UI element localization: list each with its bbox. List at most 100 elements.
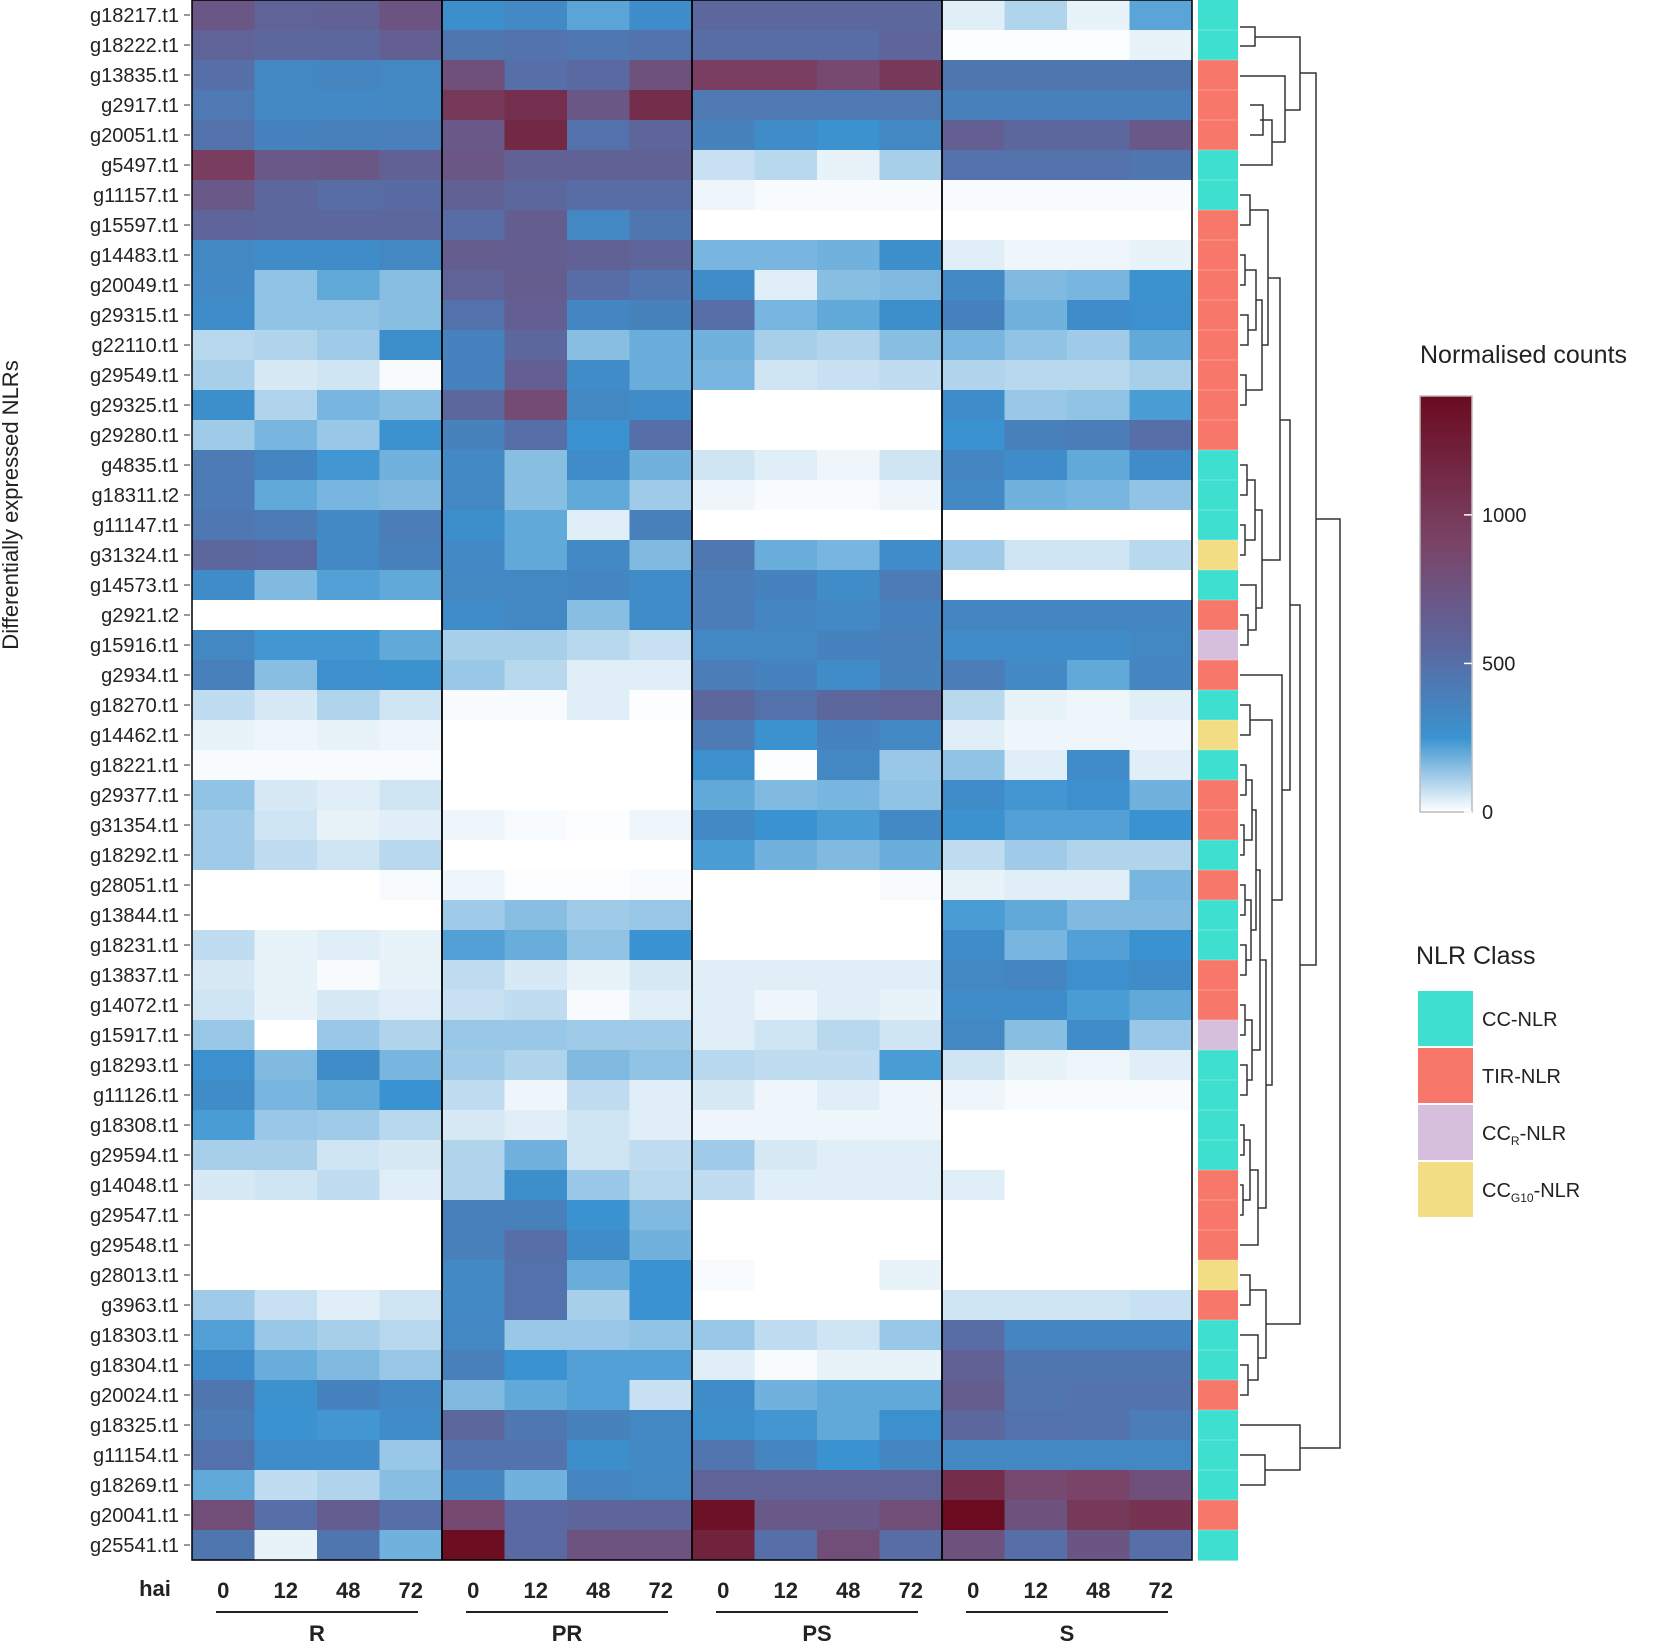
row-label: g31354.t1 xyxy=(90,815,179,837)
heatmap-cell xyxy=(1067,990,1131,1021)
heatmap-cell xyxy=(192,210,256,241)
heatmap-cell xyxy=(754,1110,818,1141)
heatmap-cell xyxy=(1004,1440,1068,1471)
heatmap-cell xyxy=(942,1230,1006,1261)
class-legend-title: NLR Class xyxy=(1416,942,1535,970)
heatmap-cell xyxy=(254,1140,318,1171)
heatmap-cell xyxy=(192,600,256,631)
heatmap-cell xyxy=(379,660,443,691)
heatmap-cell xyxy=(754,1260,818,1291)
heatmap-cell xyxy=(942,0,1006,31)
heatmap-cell xyxy=(567,600,631,631)
class-cell xyxy=(1198,870,1238,901)
heatmap-cell xyxy=(1004,480,1068,511)
class-legend-subscript: R xyxy=(1511,1134,1520,1148)
heatmap-cell xyxy=(442,1440,506,1471)
heatmap-cell xyxy=(942,720,1006,751)
heatmap-cell xyxy=(1067,540,1131,571)
heatmap-cell xyxy=(692,60,756,91)
heatmap-cell xyxy=(254,360,318,391)
heatmap-cell xyxy=(442,570,506,601)
heatmap-cell xyxy=(504,1290,568,1321)
heatmap-cell xyxy=(629,1530,693,1561)
heatmap-cell xyxy=(879,1140,943,1171)
dendrogram-branch xyxy=(1240,1124,1245,1156)
heatmap-cell xyxy=(817,480,881,511)
heatmap-cell xyxy=(692,120,756,151)
row-label: g22110.t1 xyxy=(92,335,180,357)
heatmap-cell xyxy=(567,450,631,481)
heatmap-cell xyxy=(879,600,943,631)
heatmap-cell xyxy=(1067,1170,1131,1201)
heatmap-cell xyxy=(1067,960,1131,991)
class-cell xyxy=(1198,600,1238,631)
heatmap-cell xyxy=(754,120,818,151)
heatmap-cell xyxy=(942,570,1006,601)
heatmap-cell xyxy=(1129,1140,1193,1171)
heatmap-cell xyxy=(692,1080,756,1111)
heatmap-cell xyxy=(817,330,881,361)
heatmap-cell xyxy=(754,0,818,31)
heatmap-cell xyxy=(567,960,631,991)
heatmap-cell xyxy=(942,1170,1006,1201)
heatmap-cell xyxy=(942,1110,1006,1141)
heatmap-cell xyxy=(317,750,381,781)
heatmap-cell xyxy=(254,1080,318,1111)
heatmap-cell xyxy=(692,30,756,61)
heatmap-cell xyxy=(192,90,256,121)
heatmap-cell xyxy=(504,1440,568,1471)
class-cell xyxy=(1198,630,1238,661)
heatmap-cell xyxy=(442,540,506,571)
heatmap-cell xyxy=(379,1080,443,1111)
heatmap-cell xyxy=(1067,840,1131,871)
heatmap-cell xyxy=(192,150,256,181)
heatmap-cell xyxy=(692,1320,756,1351)
heatmap-cell xyxy=(567,1020,631,1051)
heatmap-cell xyxy=(504,1230,568,1261)
heatmap-cell xyxy=(254,570,318,601)
heatmap-cell xyxy=(254,840,318,871)
heatmap-cell xyxy=(817,420,881,451)
heatmap-cell xyxy=(754,150,818,181)
heatmap-cell xyxy=(754,1050,818,1081)
dendrogram-branch xyxy=(1240,1424,1301,1471)
heatmap-cell xyxy=(317,1380,381,1411)
heatmap-cell xyxy=(817,600,881,631)
heatmap-cell xyxy=(442,1410,506,1441)
heatmap-cell xyxy=(254,510,318,541)
heatmap-cell xyxy=(1004,750,1068,781)
class-cell xyxy=(1198,240,1238,271)
heatmap-cell xyxy=(879,780,943,811)
row-label: g18293.t1 xyxy=(90,1055,179,1077)
heatmap-cell xyxy=(317,1170,381,1201)
heatmap-cell xyxy=(692,330,756,361)
heatmap-cell xyxy=(1129,90,1193,121)
row-label: g29548.t1 xyxy=(90,1235,179,1257)
heatmap-cell xyxy=(192,1380,256,1411)
heatmap-cell xyxy=(817,210,881,241)
x-tick-label: 12 xyxy=(1024,1578,1048,1603)
heatmap-cell xyxy=(629,870,693,901)
class-cell xyxy=(1198,450,1238,481)
heatmap-cell xyxy=(629,480,693,511)
heatmap-cell xyxy=(942,270,1006,301)
class-cell xyxy=(1198,690,1238,721)
row-label: g18269.t1 xyxy=(90,1475,179,1497)
heatmap-cell xyxy=(504,180,568,211)
heatmap-cell xyxy=(1129,390,1193,421)
heatmap-cell xyxy=(442,1530,506,1561)
heatmap-cell xyxy=(629,1020,693,1051)
heatmap-cell xyxy=(1129,1080,1193,1111)
heatmap-cell xyxy=(192,990,256,1021)
heatmap-cell xyxy=(879,810,943,841)
heatmap-cell xyxy=(317,300,381,331)
heatmap-cell xyxy=(567,720,631,751)
heatmap-cell xyxy=(442,1350,506,1381)
heatmap-cell xyxy=(254,240,318,271)
class-cell xyxy=(1198,1500,1238,1531)
heatmap-cell xyxy=(567,930,631,961)
heatmap-cell xyxy=(192,270,256,301)
heatmap-cell xyxy=(942,180,1006,211)
heatmap-cell xyxy=(442,1230,506,1261)
